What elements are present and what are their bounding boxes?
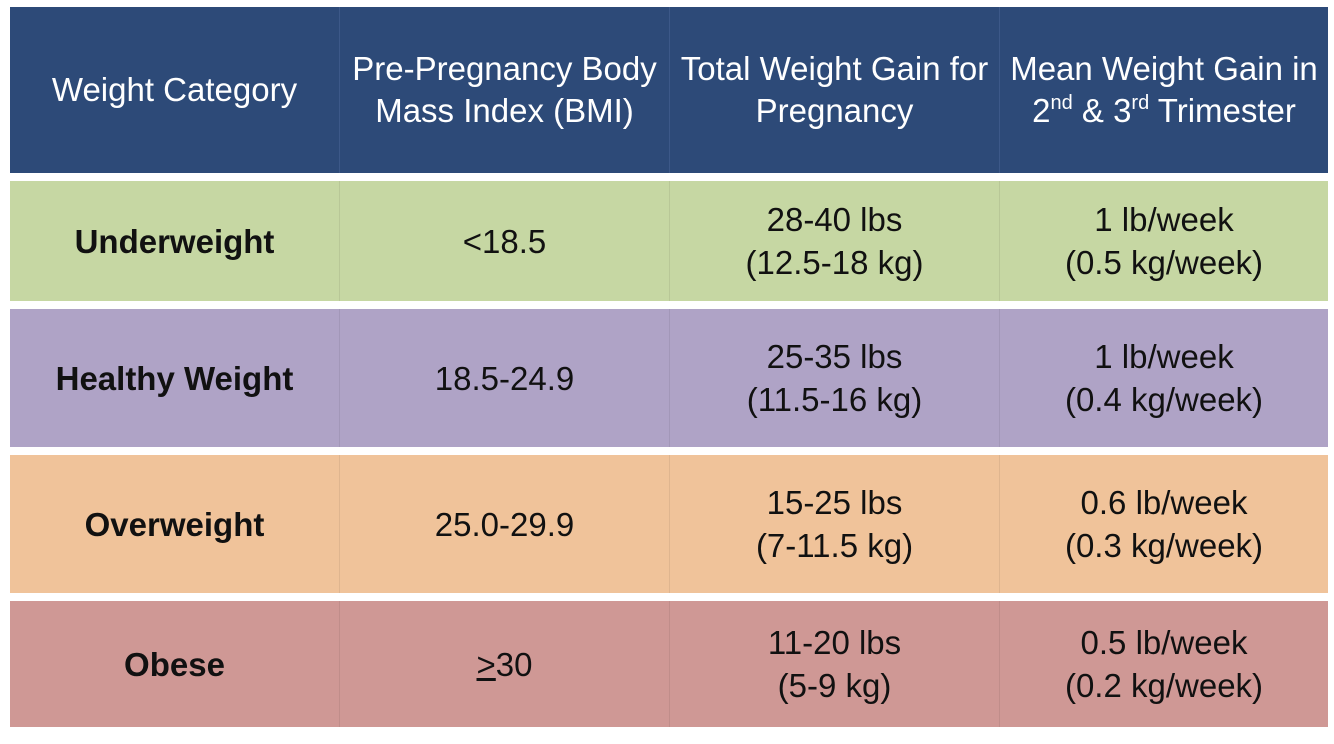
mean-gain-lb: 1 lb/week bbox=[1094, 201, 1234, 238]
table-row-healthy-weight: Healthy Weight 18.5-24.9 25-35 lbs (11.5… bbox=[10, 309, 1328, 447]
category-label: Underweight bbox=[74, 222, 275, 260]
total-gain-kg: (12.5-18 kg) bbox=[745, 244, 924, 281]
table-header-row: Weight Category Pre-Pregnancy Body Mass … bbox=[10, 7, 1328, 173]
header-mean-amp: & bbox=[1072, 92, 1114, 129]
table-row-underweight: Underweight <18.5 28-40 lbs (12.5-18 kg)… bbox=[10, 181, 1328, 301]
header-bmi-line1: Pre-Pregnancy Body bbox=[352, 50, 657, 87]
bmi-value: 18.5-24.9 bbox=[434, 359, 575, 397]
table-row-obese: Obese >30 11-20 lbs (5-9 kg) 0.5 lb/week… bbox=[10, 601, 1328, 727]
mean-gain-lb: 1 lb/week bbox=[1094, 338, 1234, 375]
header-bmi-line2: Mass Index (BMI) bbox=[375, 92, 634, 129]
mean-gain-lb: 0.6 lb/week bbox=[1080, 484, 1248, 521]
category-label: Overweight bbox=[84, 505, 265, 543]
total-gain-lbs: 28-40 lbs bbox=[766, 201, 903, 238]
mean-gain-lb: 0.5 lb/week bbox=[1080, 624, 1248, 661]
header-weight-category: Weight Category bbox=[10, 7, 340, 173]
header-mean-sup1: nd bbox=[1050, 92, 1073, 114]
total-gain-lbs: 11-20 lbs bbox=[767, 624, 902, 661]
bmi-prefix: > bbox=[476, 645, 496, 683]
header-total-line1: Total Weight Gain for bbox=[680, 50, 989, 87]
bmi-cell: <18.5 bbox=[340, 181, 670, 301]
category-cell: Healthy Weight bbox=[10, 309, 340, 447]
bmi-cell: >30 bbox=[340, 601, 670, 727]
header-weight-category-label: Weight Category bbox=[51, 71, 298, 108]
mean-gain-cell: 0.6 lb/week (0.3 kg/week) bbox=[1000, 455, 1328, 593]
mean-gain-kg: (0.5 kg/week) bbox=[1064, 244, 1264, 281]
total-gain-cell: 28-40 lbs (12.5-18 kg) bbox=[670, 181, 1000, 301]
header-mean-line2: 2nd & 3rd Trimester bbox=[1010, 90, 1318, 132]
bmi-cell: 25.0-29.9 bbox=[340, 455, 670, 593]
total-gain-kg: (7-11.5 kg) bbox=[755, 527, 914, 564]
bmi-value: <18.5 bbox=[462, 222, 547, 260]
category-cell: Underweight bbox=[10, 181, 340, 301]
header-mean-tail: Trimester bbox=[1149, 92, 1296, 129]
category-label: Healthy Weight bbox=[55, 359, 294, 397]
total-gain-cell: 11-20 lbs (5-9 kg) bbox=[670, 601, 1000, 727]
total-gain-cell: 25-35 lbs (11.5-16 kg) bbox=[670, 309, 1000, 447]
header-mean-weight-gain: Mean Weight Gain in 2nd & 3rd Trimester bbox=[1000, 7, 1328, 173]
category-cell: Obese bbox=[10, 601, 340, 727]
category-cell: Overweight bbox=[10, 455, 340, 593]
mean-gain-kg: (0.3 kg/week) bbox=[1064, 527, 1264, 564]
header-total-line2: Pregnancy bbox=[755, 92, 914, 129]
header-mean-num2: 3 bbox=[1113, 92, 1132, 129]
header-mean-sup2: rd bbox=[1131, 92, 1150, 114]
header-bmi: Pre-Pregnancy Body Mass Index (BMI) bbox=[340, 7, 670, 173]
category-label: Obese bbox=[124, 645, 225, 683]
total-gain-lbs: 15-25 lbs bbox=[766, 484, 903, 521]
total-gain-kg: (11.5-16 kg) bbox=[746, 381, 923, 418]
total-gain-kg: (5-9 kg) bbox=[777, 667, 892, 704]
header-total-weight-gain: Total Weight Gain for Pregnancy bbox=[670, 7, 1000, 173]
mean-gain-kg: (0.4 kg/week) bbox=[1064, 381, 1264, 418]
total-gain-cell: 15-25 lbs (7-11.5 kg) bbox=[670, 455, 1000, 593]
header-mean-num1: 2 bbox=[1032, 92, 1051, 129]
mean-gain-kg: (0.2 kg/week) bbox=[1064, 667, 1264, 704]
total-gain-lbs: 25-35 lbs bbox=[766, 338, 903, 375]
header-mean-line1: Mean Weight Gain in bbox=[1010, 50, 1318, 87]
mean-gain-cell: 0.5 lb/week (0.2 kg/week) bbox=[1000, 601, 1328, 727]
weight-gain-table: Weight Category Pre-Pregnancy Body Mass … bbox=[10, 7, 1328, 727]
mean-gain-cell: 1 lb/week (0.5 kg/week) bbox=[1000, 181, 1328, 301]
mean-gain-cell: 1 lb/week (0.4 kg/week) bbox=[1000, 309, 1328, 447]
bmi-value: 25.0-29.9 bbox=[434, 505, 575, 543]
bmi-cell: 18.5-24.9 bbox=[340, 309, 670, 447]
bmi-value: 30 bbox=[495, 645, 533, 683]
table-row-overweight: Overweight 25.0-29.9 15-25 lbs (7-11.5 k… bbox=[10, 455, 1328, 593]
